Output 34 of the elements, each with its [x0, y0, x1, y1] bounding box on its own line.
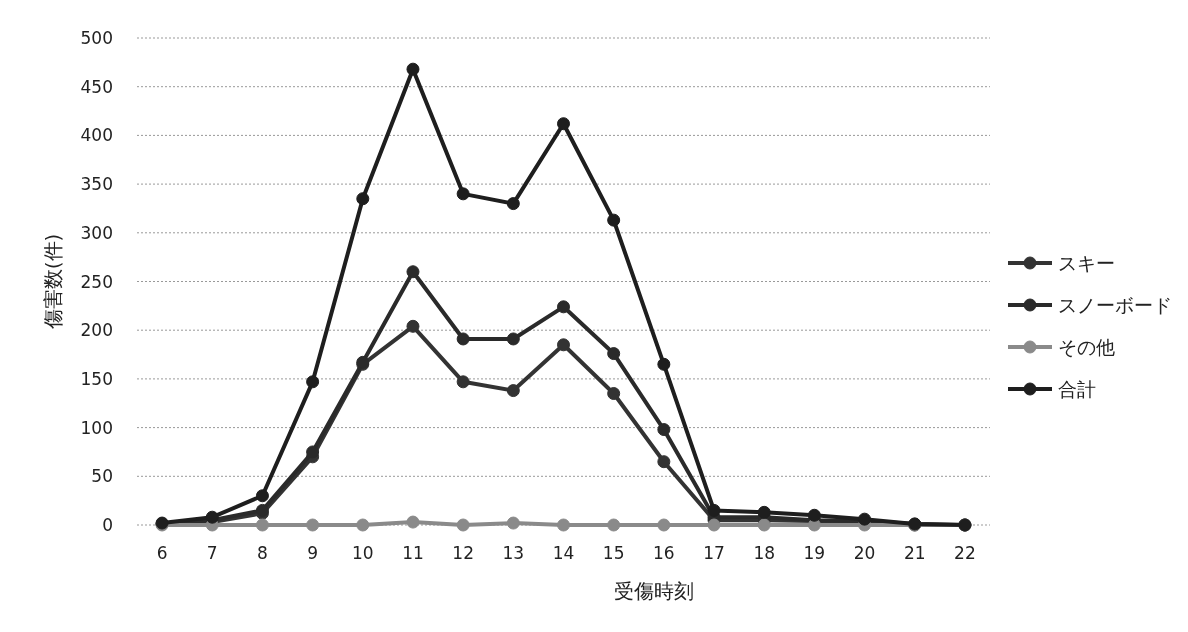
- x-tick-label: 21: [903, 543, 926, 563]
- x-tick-label: 18: [753, 543, 776, 563]
- x-tick-label: 7: [206, 543, 218, 563]
- x-tick-label: 17: [703, 543, 725, 563]
- x-tick-label: 20: [853, 543, 876, 563]
- x-axis-title: 受傷時刻: [613, 579, 694, 603]
- x-tick-label: 22: [954, 543, 976, 563]
- y-tick-label: 50: [91, 466, 113, 487]
- y-tick-label: 100: [80, 417, 113, 438]
- y-tick-label: 200: [80, 320, 113, 341]
- y-tick-label: 300: [80, 222, 113, 243]
- y-tick-label: 150: [80, 368, 113, 389]
- y-tick-label: 450: [80, 76, 113, 97]
- legend-label: スキー: [1058, 252, 1115, 274]
- y-tick-label: 400: [80, 125, 113, 146]
- y-axis-title: 傷害数(件): [41, 233, 65, 331]
- x-tick-label: 14: [552, 543, 575, 563]
- x-tick-label: 12: [452, 543, 474, 563]
- legend-label: 合計: [1058, 378, 1096, 400]
- legend-label: その他: [1058, 336, 1115, 358]
- legend-label: スノーボード: [1058, 294, 1172, 316]
- x-tick-label: 8: [257, 543, 268, 563]
- y-tick-label: 500: [80, 28, 113, 48]
- x-tick-label: 9: [307, 543, 319, 563]
- y-tick-label: 350: [80, 174, 113, 195]
- x-tick-label: 11: [402, 543, 424, 563]
- x-tick-label: 6: [156, 543, 168, 563]
- y-tick-label: 0: [102, 515, 113, 535]
- x-tick-label: 13: [502, 543, 525, 563]
- x-tick-label: 10: [351, 543, 374, 563]
- x-tick-label: 16: [653, 543, 675, 563]
- x-tick-label: 15: [602, 543, 625, 563]
- x-tick-label: 19: [803, 543, 826, 563]
- y-tick-label: 250: [80, 271, 113, 292]
